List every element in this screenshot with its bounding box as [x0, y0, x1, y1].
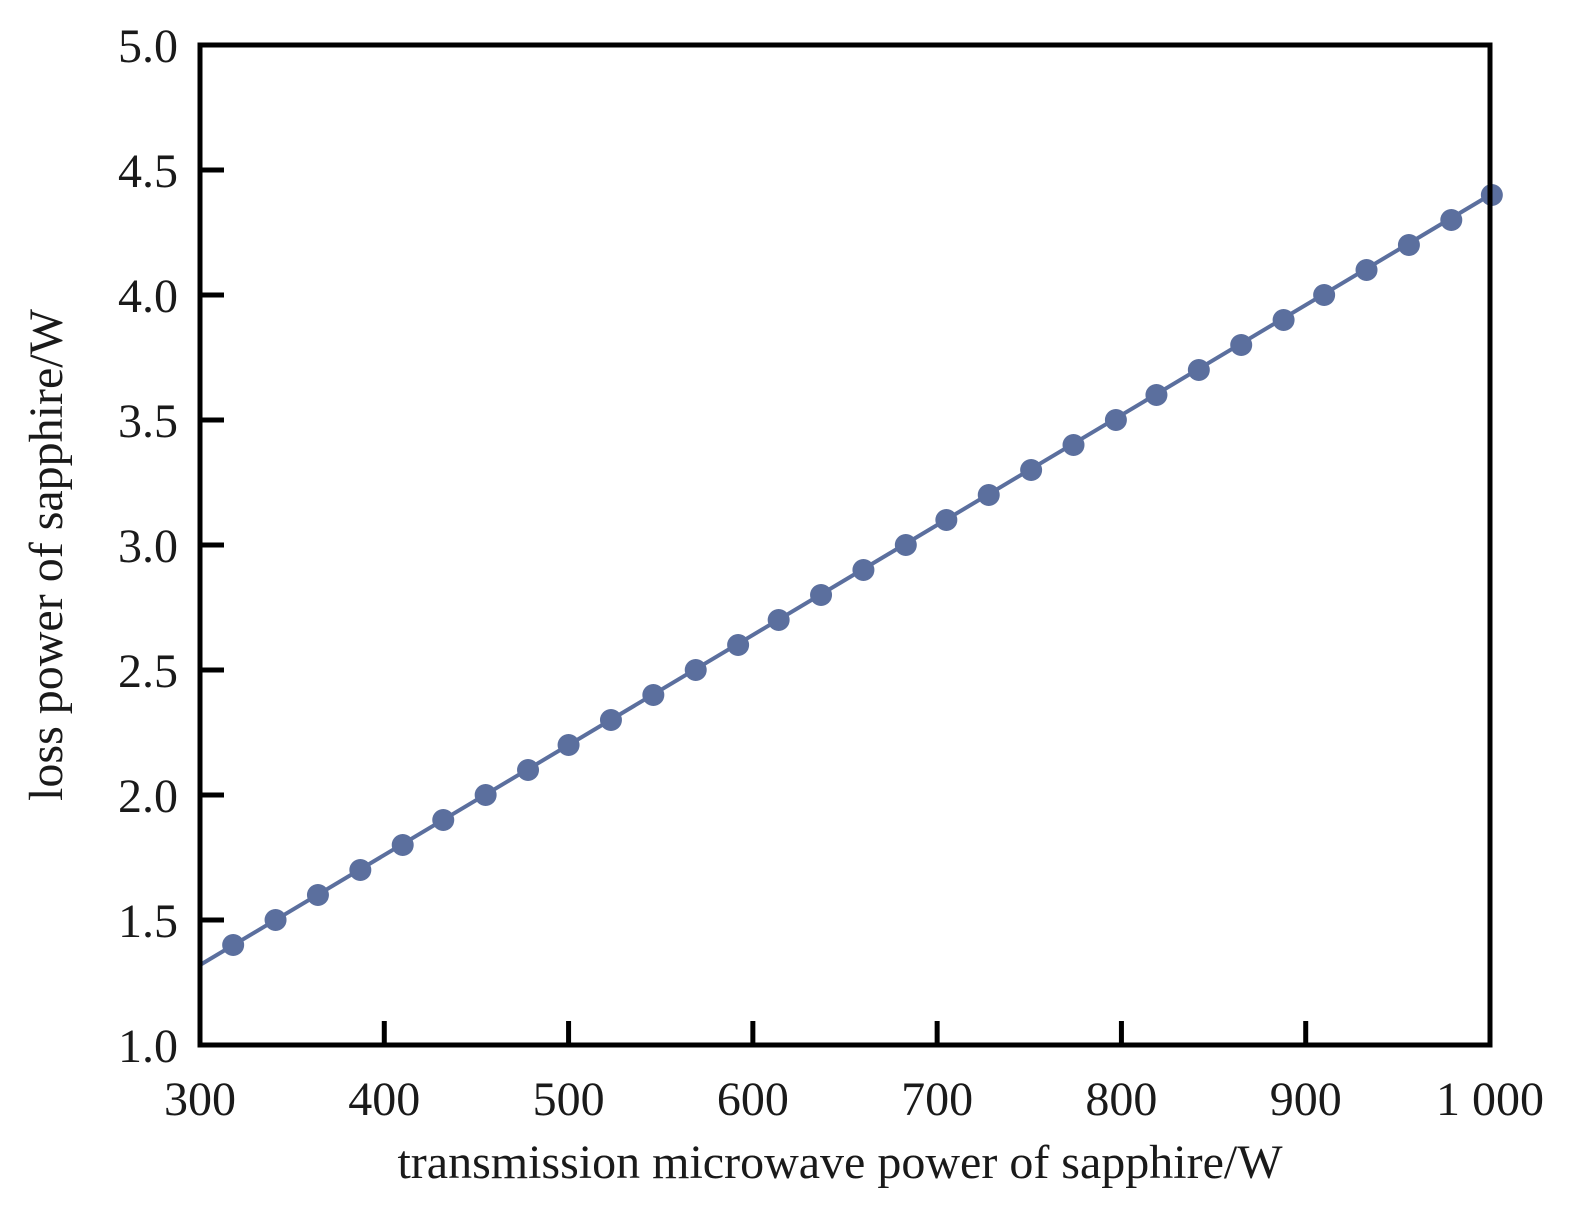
x-tick-label: 300: [164, 1073, 236, 1126]
data-point: [391, 834, 414, 856]
axis-layer: 1.0 1.5 2.0 2.5 3.0 3.5 4.0 4.5 5.0 300 400 500 600 7…: [118, 20, 1544, 1126]
data-point: [684, 659, 707, 681]
data-point: [264, 909, 287, 931]
data-point: [810, 584, 833, 606]
data-point: [852, 559, 875, 581]
y-tick-label: 2.0: [118, 770, 178, 823]
data-point: [1272, 309, 1295, 331]
data-point: [894, 534, 917, 556]
data-point: [306, 884, 329, 906]
data-point: [1145, 384, 1168, 406]
data-point: [222, 934, 245, 956]
data-point: [1187, 359, 1210, 381]
data-point: [349, 859, 372, 881]
x-tick-label: 700: [901, 1073, 973, 1126]
y-tick-label: 3.0: [118, 520, 178, 573]
x-tick-label: 900: [1270, 1073, 1342, 1126]
y-tick-label: 4.0: [118, 270, 178, 323]
data-point: [935, 509, 958, 531]
data-point: [727, 634, 750, 656]
data-point: [1104, 409, 1127, 431]
data-layer: [200, 184, 1503, 967]
label-layer: transmission microwave power of sapphire…: [20, 308, 1283, 1189]
data-point: [1355, 259, 1378, 281]
data-point: [1062, 434, 1085, 456]
y-tick-label: 2.5: [118, 645, 178, 698]
data-point: [977, 484, 1000, 506]
y-tick-label: 1.5: [118, 895, 178, 948]
y-tick-label: 1.0: [118, 1020, 178, 1073]
data-point: [517, 759, 540, 781]
data-point: [767, 609, 790, 631]
data-point: [599, 709, 622, 731]
x-tick-label: 600: [717, 1073, 789, 1126]
x-tick-label: 500: [533, 1073, 605, 1126]
x-tick-label: 800: [1085, 1073, 1157, 1126]
data-point: [474, 784, 497, 806]
data-point: [642, 684, 665, 706]
data-point: [432, 809, 455, 831]
data-point: [1230, 334, 1253, 356]
y-axis-title: loss power of sapphire/W: [20, 308, 73, 801]
y-tick-label: 4.5: [118, 145, 178, 198]
y-tick-label: 5.0: [118, 20, 178, 73]
data-point: [1313, 284, 1336, 306]
x-tick-label: 1 000: [1436, 1073, 1544, 1126]
plot-frame: [197, 42, 1493, 1048]
data-point: [1440, 209, 1463, 231]
data-point: [557, 734, 580, 756]
x-axis-title: transmission microwave power of sapphire…: [397, 1136, 1283, 1189]
data-point: [1020, 459, 1043, 481]
y-tick-label: 3.5: [118, 395, 178, 448]
data-point: [1397, 234, 1420, 256]
x-tick-label: 400: [348, 1073, 420, 1126]
